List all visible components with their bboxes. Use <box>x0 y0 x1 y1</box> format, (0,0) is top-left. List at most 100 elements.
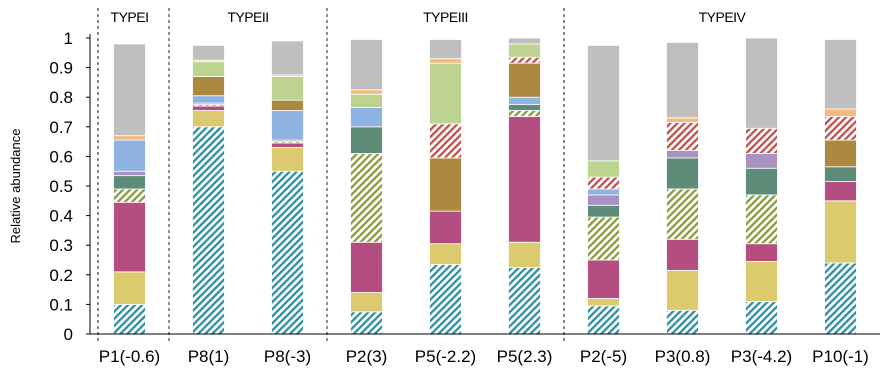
bar-segment <box>587 298 620 307</box>
bar-segment <box>271 147 304 172</box>
x-tick-label: P3(-4.2) <box>731 347 792 366</box>
y-tick-label: 0.5 <box>49 177 73 196</box>
bar-segment <box>350 153 383 243</box>
bar-segment <box>113 201 146 273</box>
bar-segment <box>745 127 778 154</box>
bar-segment <box>350 241 383 293</box>
bar-segment <box>587 188 620 196</box>
bar-segment <box>350 39 383 91</box>
bar-segment <box>271 142 304 148</box>
bar-segment <box>113 271 146 305</box>
x-tick-label: P8(1) <box>188 347 230 366</box>
group-labels: TYPEI TYPEII TYPEIII TYPEIV <box>111 9 748 25</box>
bar-segment <box>429 58 462 64</box>
bar-segment <box>113 139 146 172</box>
y-tick-label: 0.6 <box>49 147 73 166</box>
bar-segment <box>508 104 541 111</box>
bar-segment <box>587 259 620 299</box>
group-dividers <box>97 8 565 344</box>
y-tick-label: 0.3 <box>49 236 73 255</box>
bar-segment <box>429 39 462 60</box>
bar-segment <box>666 269 699 311</box>
bar-segment <box>350 311 383 335</box>
bar-segment <box>666 117 699 123</box>
bar-segment <box>587 45 620 162</box>
x-tick-label: P8(-3) <box>264 347 311 366</box>
bar-segment <box>113 175 146 190</box>
y-tick-label: 0.1 <box>49 295 73 314</box>
bar-segment <box>113 188 146 203</box>
y-tick-labels: 0 0.1 0.2 0.3 0.4 0.5 0.6 0.7 0.8 0.9 1 <box>49 29 90 344</box>
bar-segment <box>587 204 620 218</box>
bar-segment <box>745 37 778 129</box>
x-tick-label: P5(2.3) <box>497 347 553 366</box>
bar-segment <box>113 303 146 335</box>
bar-segment <box>666 121 699 151</box>
x-tick-label: P2(-5) <box>580 347 627 366</box>
bar-segment <box>824 262 857 335</box>
bar-segment <box>350 126 383 154</box>
x-tick-label: P10(-1) <box>812 347 869 366</box>
bar-segment <box>666 238 699 271</box>
y-tick-label: 0.8 <box>49 88 73 107</box>
bar-segment <box>666 309 699 335</box>
x-tick-labels: P1(-0.6) P8(1) P8(-3) P2(3) P5(-2.2) P5(2.3) P… <box>99 347 869 366</box>
bar-segment <box>113 170 146 177</box>
bar-segment <box>350 107 383 128</box>
y-tick-label: 1 <box>64 29 73 48</box>
bar-segment <box>192 110 225 128</box>
x-tick-label: P2(3) <box>346 347 388 366</box>
bar-segment <box>824 116 857 141</box>
bar-segment <box>745 167 778 196</box>
group-label: TYPEI <box>111 9 149 25</box>
bar-segment <box>508 62 541 98</box>
y-tick-label: 0.7 <box>49 118 73 137</box>
bar-segment <box>113 43 146 137</box>
x-tick-label: P5(-2.2) <box>415 347 476 366</box>
bar-segment <box>429 123 462 159</box>
x-tick-label: P3(0.8) <box>655 347 711 366</box>
bar-segment <box>192 76 225 97</box>
bar-segment <box>508 56 541 64</box>
axes <box>89 34 880 335</box>
bar-segment <box>192 126 225 335</box>
bar-segment <box>429 157 462 212</box>
bars <box>113 37 857 335</box>
bar-segment <box>350 93 383 108</box>
bar-segment <box>587 216 620 261</box>
bar-segment <box>192 61 225 77</box>
bar-segment <box>192 95 225 104</box>
bar-segment <box>429 62 462 125</box>
y-tick-label: 0.4 <box>49 207 73 226</box>
bar-segment <box>666 42 699 119</box>
bar-segment <box>508 96 541 105</box>
bar-segment <box>508 241 541 268</box>
bar-segment <box>666 150 699 159</box>
bar-segment <box>587 194 620 206</box>
bar-segment <box>745 194 778 245</box>
group-label: TYPEIV <box>699 9 747 25</box>
bar-segment <box>745 301 778 335</box>
bar-segment <box>745 243 778 262</box>
bar-segment <box>824 200 857 264</box>
y-axis-title: Relative abundance <box>8 129 23 244</box>
bar-segment <box>508 110 541 117</box>
bar-segment <box>824 39 857 110</box>
bar-segment <box>824 108 857 117</box>
bar-segment <box>271 40 304 76</box>
bar-segment <box>271 99 304 111</box>
bar-segment <box>745 261 778 302</box>
bar-segment <box>587 160 620 178</box>
y-tick-label: 0.9 <box>49 59 73 78</box>
bar-segment <box>192 105 225 111</box>
bar-segment <box>271 170 304 335</box>
bar-segment <box>508 266 541 335</box>
x-tick-label: P1(-0.6) <box>99 347 160 366</box>
bar-segment <box>271 110 304 141</box>
bar-segment <box>271 76 304 101</box>
group-label: TYPEII <box>227 9 268 25</box>
bar-segment <box>350 292 383 313</box>
bar-segment <box>429 243 462 265</box>
group-label: TYPEIII <box>423 9 468 25</box>
bar-segment <box>587 176 620 190</box>
